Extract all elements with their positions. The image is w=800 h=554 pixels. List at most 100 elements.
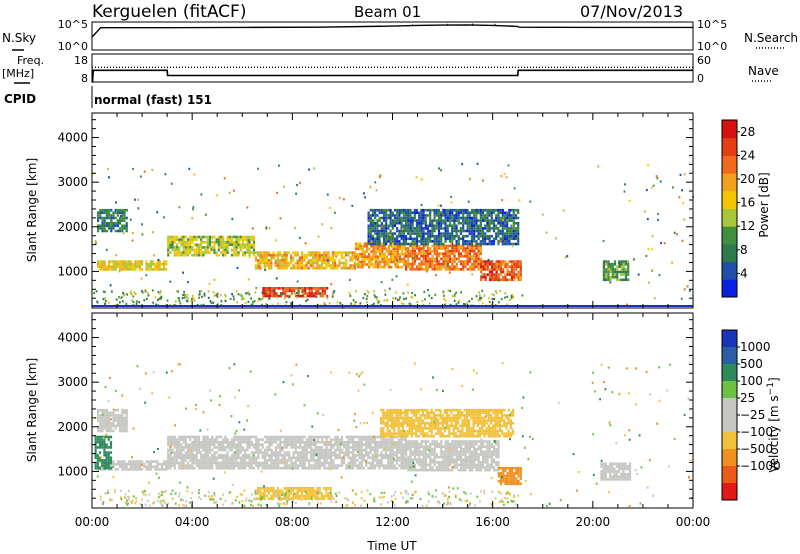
power-cell — [506, 237, 509, 241]
velocity-cell — [466, 461, 469, 464]
velocity-cell — [413, 468, 416, 472]
velocity-cell — [378, 459, 381, 462]
velocity-cell — [402, 461, 405, 465]
velocity-cell — [504, 479, 507, 483]
power-cell — [382, 240, 386, 243]
power-cell — [246, 248, 249, 252]
velocity-cell — [224, 446, 227, 449]
velocity-cell — [343, 440, 346, 444]
velocity-cell — [488, 453, 491, 456]
power-cell — [296, 253, 299, 257]
power-cell — [281, 264, 284, 267]
velocity-cell — [440, 455, 443, 459]
power-cell — [114, 224, 117, 228]
power-cell — [415, 219, 419, 222]
velocity-cell — [285, 438, 289, 441]
velocity-cell — [213, 451, 216, 454]
velocity-cell — [413, 466, 416, 469]
power-cell — [453, 260, 456, 263]
power-cell — [435, 234, 438, 238]
velocity-cell — [393, 421, 396, 425]
power-cell — [455, 214, 458, 217]
power-cell — [508, 208, 511, 212]
power-scatter — [425, 270, 428, 273]
power-scatter — [317, 303, 320, 306]
power-cell — [303, 264, 306, 267]
velocity-cell — [219, 461, 223, 465]
velocity-cell — [206, 453, 209, 457]
power-cell — [213, 235, 216, 239]
power-cell — [301, 289, 305, 293]
power-cell — [413, 232, 416, 235]
velocity-cell — [279, 466, 282, 470]
power-cell — [486, 224, 489, 228]
power-cell — [620, 278, 623, 282]
power-cell — [125, 221, 128, 225]
velocity-cell — [513, 472, 516, 475]
power-cell — [389, 214, 392, 217]
power-cell — [241, 243, 245, 247]
power-cell — [413, 252, 416, 255]
power-scatter — [283, 259, 286, 262]
velocity-cell — [367, 451, 370, 454]
velocity-cell — [508, 469, 511, 473]
velocity-cell — [400, 456, 403, 460]
velocity-cell — [325, 466, 328, 470]
power-cell — [167, 253, 170, 257]
velocity-cell — [411, 442, 414, 446]
velocity-cell — [318, 456, 322, 460]
power-cell — [383, 260, 386, 264]
power-cell — [372, 245, 375, 248]
velocity-cell — [384, 424, 387, 428]
velocity-cell — [230, 438, 234, 441]
velocity-cell — [420, 442, 423, 446]
power-cell — [378, 234, 381, 238]
power-cell — [233, 243, 236, 247]
velocity-cell — [386, 429, 389, 433]
power-scatter — [676, 233, 678, 236]
power-cell — [426, 229, 430, 233]
power-cell — [376, 247, 380, 251]
velocity-cell — [270, 438, 273, 441]
power-cell — [382, 224, 386, 228]
velocity-cell — [112, 429, 115, 433]
power-cell — [517, 260, 520, 263]
velocity-cell — [416, 445, 419, 448]
velocity-cell — [261, 456, 264, 460]
velocity-cell — [239, 451, 242, 454]
velocity-cell — [178, 453, 181, 457]
velocity-cell — [464, 442, 467, 446]
velocity-cell — [222, 456, 225, 460]
power-scatter — [686, 285, 689, 288]
power-cell — [515, 265, 518, 269]
power-cell — [477, 257, 480, 261]
velocity-cell — [235, 446, 238, 449]
velocity-cell — [422, 458, 425, 461]
power-cell — [475, 219, 478, 222]
power-cell — [433, 211, 436, 215]
velocity-cell — [215, 435, 218, 439]
power-scatter — [201, 295, 203, 298]
velocity-cell — [490, 463, 493, 467]
velocity-cell — [400, 446, 403, 449]
power-cell — [394, 250, 397, 253]
velocity-cell — [292, 453, 295, 457]
power-cell — [301, 256, 304, 260]
velocity-cell — [327, 466, 330, 470]
power-cell — [435, 249, 438, 253]
velocity-cell — [233, 440, 236, 444]
power-cell — [167, 235, 170, 239]
power-cell — [424, 214, 427, 217]
power-cell — [262, 287, 265, 290]
velocity-cell — [263, 459, 267, 462]
velocity-cell — [442, 455, 445, 459]
velocity-cell — [517, 469, 520, 473]
power-cell — [396, 255, 399, 258]
velocity-cell — [263, 453, 267, 457]
power-cell — [479, 219, 482, 222]
power-cell — [492, 219, 496, 222]
velocity-cell — [433, 468, 436, 472]
power-cell — [424, 219, 427, 222]
power-scatter — [183, 293, 186, 296]
velocity-cell — [338, 448, 341, 452]
